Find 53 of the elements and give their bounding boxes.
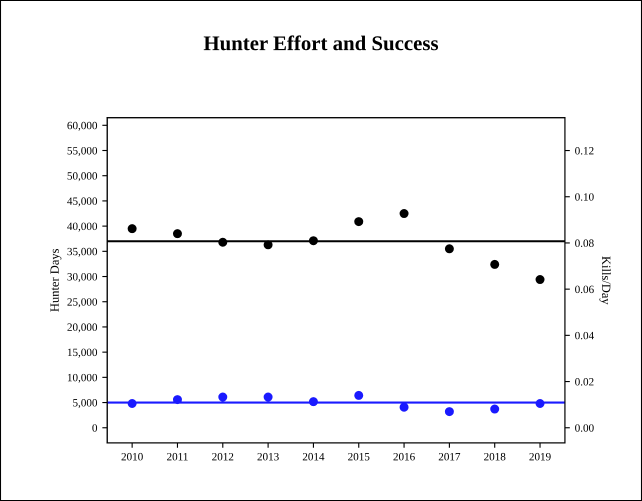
x-tick-label: 2011 [167,452,188,460]
y-tick-label: 25,000 [67,298,98,308]
point [218,238,228,247]
y-tick-label: 40,000 [67,222,98,232]
point [264,392,273,402]
y-tick-label: 5,000 [73,399,98,408]
point [490,260,500,269]
x-tick-label: 2014 [302,452,324,460]
y-tick-label: 0 [92,424,98,432]
x-tick-label: 2017 [438,452,460,460]
point [218,392,228,402]
x-tick-label: 2016 [393,452,415,460]
chart-title: Hunter Effort and Success [204,35,438,50]
point [354,217,364,226]
point [490,404,500,414]
y2-tick-label: 0.12 [575,147,594,155]
point [128,224,137,234]
point [444,407,454,416]
y-tick-label: 60,000 [67,122,98,131]
y-tick-label: 10,000 [68,374,98,383]
point [128,398,137,408]
x-tick-label: 2013 [257,452,279,460]
point [400,209,409,218]
point [172,395,182,404]
x-tick-label: 2015 [348,452,370,460]
x-tick-label: 2010 [122,452,143,460]
y-tick-label: 15,000 [68,348,98,358]
y-axis-title: Hunter Days [50,249,62,312]
y-tick-label: 30,000 [67,272,98,282]
y-tick-label: 50,000 [68,172,98,182]
x-tick-label: 2018 [484,452,506,460]
y-tick-label: 20,000 [67,323,98,333]
y-tick-label: 35,000 [67,248,98,257]
y2-tick-label: 0.02 [575,378,594,386]
point [354,390,364,400]
point [536,398,545,408]
point [536,275,545,284]
y2-tick-label: 0.06 [575,286,594,294]
point [264,240,273,250]
point [172,229,182,238]
y2-tick-label: 0.00 [575,424,594,432]
y2-tick-label: 0.08 [575,239,594,247]
y2-tick-label: 0.04 [575,332,594,340]
y2-tick-label: 0.10 [575,193,594,201]
point [400,402,409,412]
point [308,236,318,246]
y2-axis-title: Kills/Day [599,256,611,305]
x-tick-label: 2012 [212,452,234,460]
point [308,397,318,406]
x-tick-label: 2019 [529,452,551,460]
y-tick-label: 45,000 [67,197,98,206]
point [444,244,454,254]
y-tick-label: 55,000 [68,146,98,156]
